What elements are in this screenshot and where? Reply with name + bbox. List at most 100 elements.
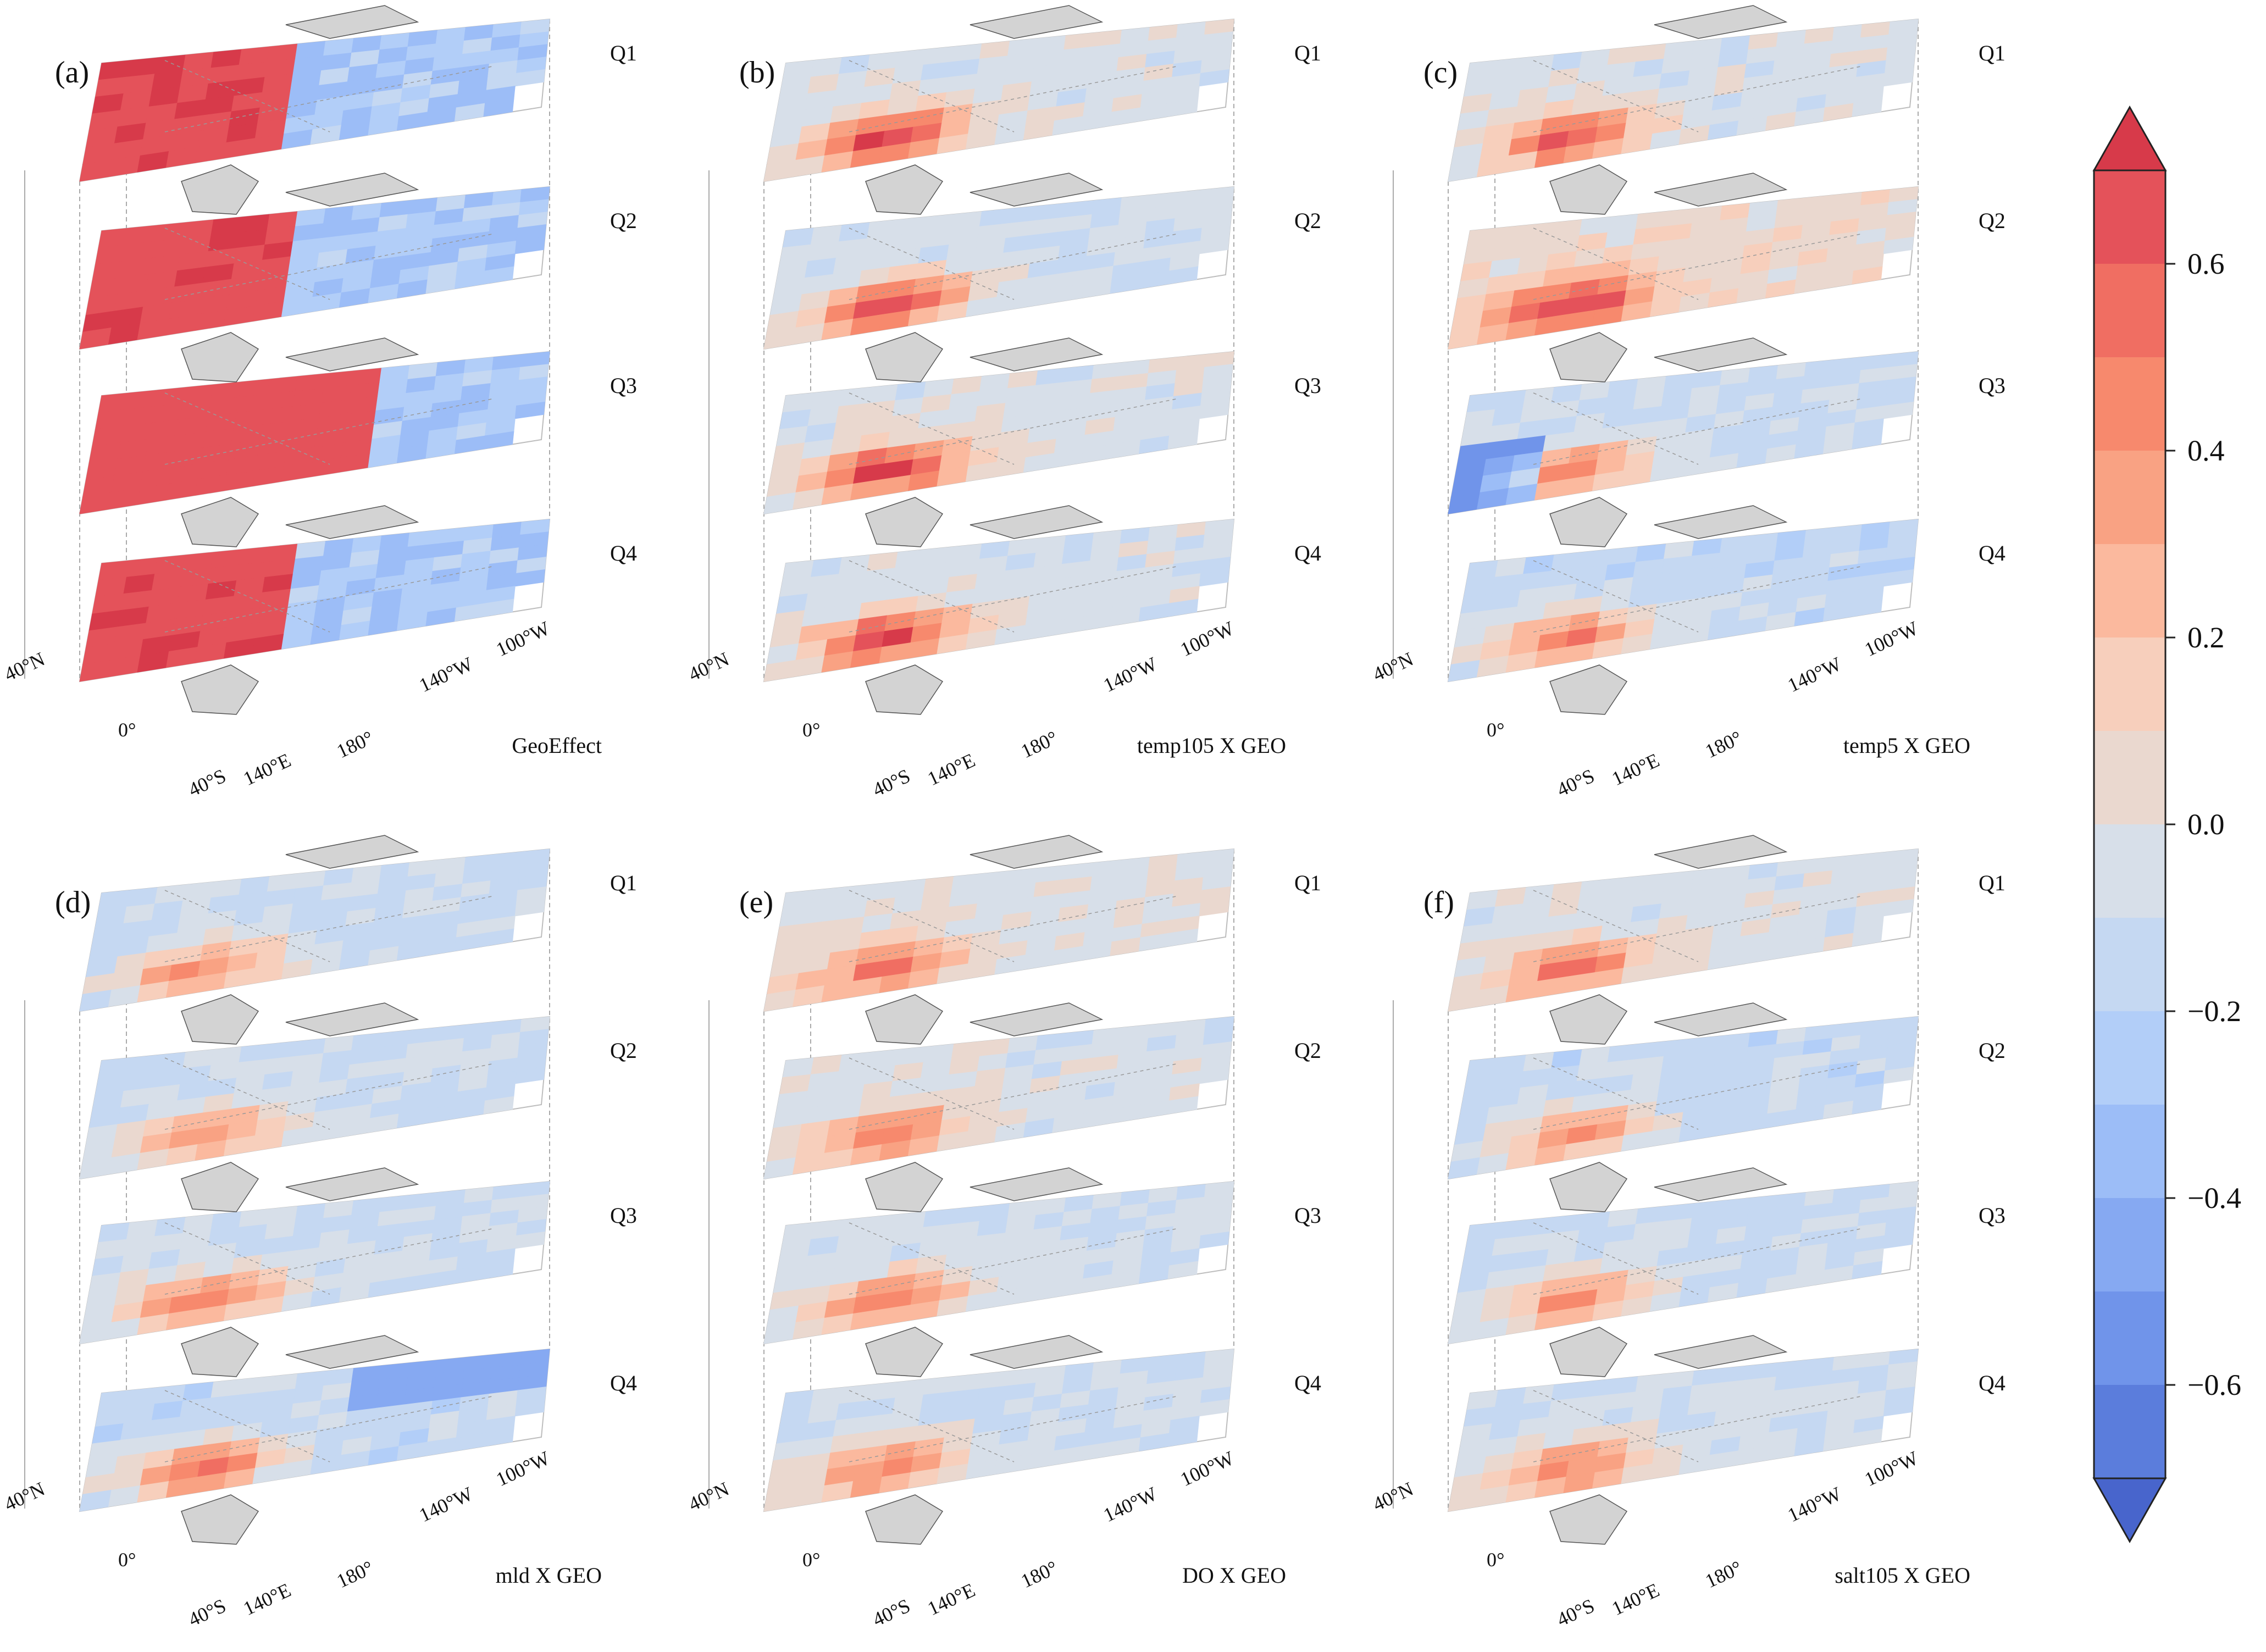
- panel-letter: (e): [739, 885, 773, 919]
- map-layer: Q4: [763, 505, 1321, 715]
- data-cell: [1199, 1066, 1229, 1084]
- land-asia: [1654, 1002, 1788, 1036]
- data-cell: [483, 1261, 514, 1279]
- data-cells: [763, 351, 1234, 514]
- axis-label-lon: 180°: [1017, 1556, 1061, 1592]
- colorbar-extend-bottom: [2092, 1477, 2167, 1544]
- data-cells: [763, 1181, 1234, 1344]
- axis-label-lat: 40°S: [185, 764, 229, 801]
- land-asia: [969, 337, 1104, 372]
- data-cells: [79, 19, 550, 182]
- data-cell: [514, 236, 545, 254]
- panel-letter: (c): [1423, 56, 1458, 90]
- layer-label: Q2: [610, 1038, 637, 1063]
- data-cell: [1167, 1428, 1199, 1447]
- colorbar-bin: [2094, 731, 2165, 825]
- colorbar-bin: [2094, 357, 2165, 451]
- data-cells: [79, 519, 550, 682]
- data-cells: [79, 1016, 550, 1179]
- land-australia: [181, 1327, 259, 1377]
- layer-label: Q1: [1294, 871, 1321, 895]
- map-layer: Q4: [79, 1335, 637, 1545]
- layer-label: Q3: [1294, 1203, 1321, 1228]
- map-layer: Q4: [79, 505, 637, 715]
- colorbar-tick-label: −0.2: [2187, 995, 2241, 1028]
- layer-label: Q1: [610, 41, 637, 65]
- land-asia: [1654, 505, 1788, 539]
- axis-label-lon: 180°: [1017, 727, 1061, 762]
- data-cell: [1852, 98, 1883, 117]
- grid-line: [849, 895, 1179, 962]
- data-cells: [79, 1181, 550, 1344]
- land-australia: [181, 1494, 259, 1545]
- axis-label-lon: 180°: [1702, 1556, 1745, 1592]
- layer-label: Q4: [1294, 1371, 1321, 1395]
- data-cell: [1852, 431, 1883, 450]
- land-australia: [181, 332, 259, 382]
- data-cells: [1448, 1349, 1919, 1512]
- land-australia: [865, 1327, 944, 1377]
- map-layer: Q2: [763, 1002, 1321, 1212]
- land-asia: [285, 1335, 419, 1369]
- land-asia: [1654, 1167, 1788, 1201]
- land-asia: [969, 505, 1104, 539]
- data-cells: [79, 186, 550, 350]
- land-asia: [1654, 337, 1788, 372]
- data-cell: [1883, 236, 1914, 254]
- data-cell: [1883, 1066, 1914, 1084]
- data-cell: [483, 928, 514, 947]
- layer-label: Q3: [1294, 373, 1321, 398]
- data-cell: [1852, 1096, 1883, 1115]
- axis-label-lat: 40°S: [869, 764, 913, 801]
- data-cell: [483, 266, 514, 285]
- panel-name: DO X GEO: [1182, 1563, 1286, 1588]
- grid-line: [1533, 233, 1864, 300]
- axis-label-lon: 100°W: [492, 617, 553, 661]
- grid-line: [1533, 566, 1864, 633]
- axis-label-lon: 140°E: [924, 749, 978, 790]
- data-cell: [1167, 431, 1199, 450]
- land-australia: [865, 994, 944, 1045]
- land-australia: [1549, 664, 1628, 715]
- grid-line: [849, 233, 1179, 300]
- layer-label: Q3: [610, 373, 637, 398]
- axis-label-lat: 0°: [802, 719, 820, 741]
- land-australia: [1549, 1494, 1628, 1545]
- data-cells: [763, 1016, 1234, 1179]
- map-layer: Q1: [763, 5, 1321, 215]
- land-asia: [285, 505, 419, 539]
- layer-label: Q2: [1979, 208, 2005, 233]
- data-cells: [1448, 19, 1919, 182]
- land-asia: [285, 1002, 419, 1036]
- data-cell: [1883, 569, 1914, 587]
- land-australia: [865, 332, 944, 382]
- colorbar-bin: [2094, 1105, 2165, 1199]
- grid-line: [849, 1395, 1179, 1462]
- data-cell: [1199, 1231, 1229, 1249]
- land-asia: [285, 1167, 419, 1201]
- map-layer: Q2: [79, 1002, 637, 1212]
- layer-label: Q1: [1979, 41, 2005, 65]
- axis-label-lon: 140°E: [1608, 749, 1663, 790]
- grid-line: [164, 65, 495, 132]
- data-cell: [1199, 69, 1229, 87]
- panel-name: mld X GEO: [496, 1563, 602, 1588]
- layer-label: Q2: [610, 208, 637, 233]
- colorbar-tick-label: −0.4: [2187, 1182, 2241, 1215]
- data-cell: [1852, 928, 1883, 947]
- grid-line: [164, 1395, 495, 1462]
- data-cell: [514, 401, 545, 419]
- layer-label: Q1: [1294, 41, 1321, 65]
- colorbar-bin: [2094, 170, 2165, 264]
- layer-label: Q4: [1294, 541, 1321, 566]
- land-asia: [285, 835, 419, 869]
- data-cell: [1852, 1261, 1883, 1279]
- data-cells: [1448, 1181, 1919, 1344]
- panel-letter: (f): [1423, 885, 1454, 919]
- panel-name: temp105 X GEO: [1137, 733, 1286, 758]
- colorbar-tick-label: 0.4: [2187, 434, 2225, 467]
- map-layer: Q3: [763, 1167, 1321, 1377]
